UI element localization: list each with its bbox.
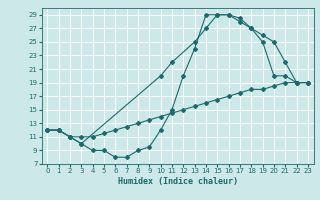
X-axis label: Humidex (Indice chaleur): Humidex (Indice chaleur) (118, 177, 237, 186)
